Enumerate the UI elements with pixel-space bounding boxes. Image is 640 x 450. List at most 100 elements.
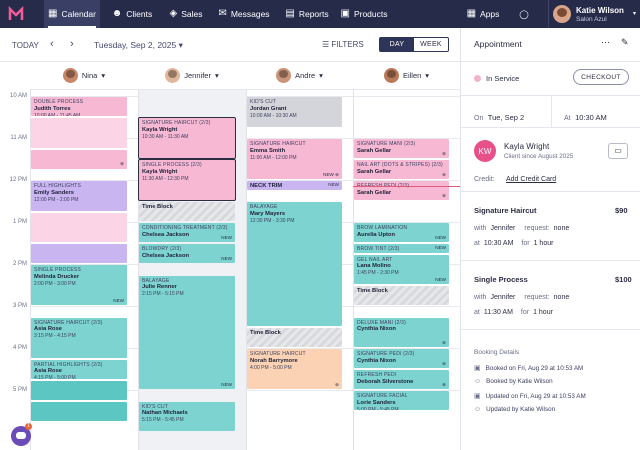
appointment-block[interactable]: SIGNATURE PEDI (2/3) Cynthia Nixon ⊛	[354, 349, 449, 369]
next-day-icon[interactable]: ›	[70, 38, 74, 50]
apps-icon: ▦	[466, 8, 477, 19]
add-credit-card-link[interactable]: Add Credit Card	[506, 176, 557, 183]
calendar-toolbar: TODAY ‹ › Tuesday, Sep 2, 2025 ▾ ☰ FILTE…	[0, 28, 460, 62]
staff-header[interactable]: Jennifer ▾	[138, 62, 246, 90]
appointment-block[interactable]: REFRESH PEDI Deborah Silverstone ⊛	[354, 370, 449, 390]
appointment-block[interactable]: SIGNATURE HAIRCUT Norah Barrymore 4:00 PM …	[247, 349, 342, 390]
nav-calendar[interactable]: ▦ Calendar	[44, 0, 100, 28]
appointment-time[interactable]: At 10:30 AM	[564, 107, 607, 125]
appointment-badge: ⊛	[442, 192, 446, 198]
app-logo-icon[interactable]	[8, 6, 24, 22]
appointment-block[interactable]: PARTIAL HIGHLIGHTS (2/3) Asia Rose 4:15 PM…	[31, 359, 127, 379]
appointment-block[interactable]: SINGLE PROCESS Melinda Drucker 2:00 PM - 3…	[31, 265, 127, 306]
appointment-block[interactable]: Time Block	[247, 328, 342, 348]
nav-sales[interactable]: ◈ Sales	[164, 0, 208, 28]
appointment-block[interactable]: NAIL ART (DOTS & STRIPES) (2/3) Sarah Gel…	[354, 160, 449, 180]
user-menu[interactable]: Katie Wilson Salon Azul ▾	[548, 0, 640, 28]
appointment-block[interactable]: SIGNATURE HAIRCUT (2/3) Kayla Wright 10:30…	[138, 117, 236, 160]
nav-apps[interactable]: ▦ Apps	[463, 0, 503, 28]
staff-header[interactable]: Eillen ▾	[353, 62, 460, 90]
date-picker[interactable]: Tuesday, Sep 2, 2025 ▾	[94, 40, 183, 51]
appointment-block[interactable]	[31, 401, 127, 421]
appointment-block[interactable]: SIGNATURE HAIRCUT Emma Smith 11:00 AM - 12…	[247, 139, 342, 180]
hour-label: 2 PM	[12, 261, 27, 268]
service-name: SIGNATURE FACIAL	[357, 393, 408, 400]
staff-name: Eillen	[402, 71, 422, 80]
appointment-block[interactable]: SIGNATURE HAIRCUT (2/3) Asia Rose 3:15 PM …	[31, 317, 127, 358]
staff-name: Jennifer	[184, 71, 211, 80]
service-name: Single Process	[474, 275, 528, 284]
appointment-block[interactable]: REFRESH PEDI (2/3)Sarah Gellar⊛	[354, 181, 449, 201]
tag-icon: ◈	[169, 8, 178, 19]
staff-avatar	[62, 68, 78, 83]
appointment-block[interactable]	[31, 244, 127, 264]
appointment-block[interactable]: SINGLE PROCESS (2/3) Kayla Wright 11:30 AM…	[138, 159, 236, 202]
chat-icon[interactable]: ◯	[519, 8, 529, 19]
appointment-block[interactable]: FULL HIGHLIGHTS Emily Sanders 12:00 PM - 2…	[31, 181, 127, 211]
client-name: Time Block	[142, 204, 173, 211]
appointment-block[interactable]	[31, 380, 127, 400]
appointment-block[interactable]: CONDITIONING TREATMENT (2/3) Chelsea Jack…	[139, 223, 235, 243]
time-range: 2:15 PM - 5:15 PM	[142, 291, 184, 298]
edit-pencil-icon[interactable]: ✎	[621, 37, 629, 47]
appointment-block[interactable]: DOUBLE PROCESS Judith Torres 10:00 AM - 11…	[31, 97, 127, 117]
appointment-block[interactable]: ⊛	[31, 149, 127, 169]
week-view-button[interactable]: WEEK	[420, 41, 442, 48]
service-item[interactable]: Signature Haircut $90 with Jennifer request:…	[461, 192, 640, 261]
prev-day-icon[interactable]: ‹	[50, 38, 54, 50]
appointment-block[interactable]: BROW LAMINATION Aurelia Upton NEW	[354, 223, 449, 243]
appointment-block[interactable]: GEL NAIL ART Lana Molino 1:45 PM - 2:30 PM…	[354, 254, 449, 285]
today-button[interactable]: TODAY	[12, 41, 39, 50]
client-name: Cynthia Nixon	[357, 326, 396, 333]
service-name: DELUXE MANI (2/3)	[357, 319, 406, 326]
client-name: Kayla Wright	[142, 126, 178, 133]
panel-title: Appointment	[474, 39, 522, 49]
appointment-block[interactable]: SIGNATURE MANI (2/3) Sarah Gellar ⊛	[354, 139, 449, 159]
time-range: 11:00 AM - 12:00 PM	[250, 154, 297, 161]
appointment-badge: ⊛	[442, 360, 446, 366]
appointment-block[interactable]	[31, 118, 127, 148]
nav-messages[interactable]: ✉ Messages	[214, 0, 274, 28]
appointment-block[interactable]: NECK TRIM NEW	[247, 181, 342, 190]
client-avatar[interactable]: KW	[474, 140, 496, 162]
appointment-block[interactable]: BALAYAGE Mary Mayers 12:30 PM - 3:30 PM	[247, 202, 342, 327]
appointment-block[interactable]: DELUXE MANI (2/3) Cynthia Nixon ⊛	[354, 317, 449, 348]
staff-column[interactable]	[353, 90, 460, 450]
service-name: SIGNATURE HAIRCUT	[250, 141, 306, 148]
chat-launcher-icon[interactable]	[11, 426, 31, 446]
appointment-date[interactable]: On Tue, Sep 2	[474, 107, 524, 125]
appointment-block[interactable]: KID'S CUT Jordan Grant 10:00 AM - 10:30 AM	[247, 97, 342, 127]
staff-header[interactable]: Andre ▾	[246, 62, 353, 90]
staff-column[interactable]	[246, 90, 353, 450]
appointment-block[interactable]	[31, 212, 127, 243]
appointment-block[interactable]: Time Block	[354, 286, 449, 306]
service-name: FULL HIGHLIGHTS	[34, 183, 81, 190]
day-view-button[interactable]: DAY	[380, 38, 414, 51]
booking-detail-text: Updated on Fri, Aug 29 at 10:53 AM	[485, 392, 586, 400]
service-name: REFRESH PEDI	[357, 372, 397, 379]
staff-column[interactable]	[30, 90, 138, 450]
appointment-block[interactable]: BLOWDRY (2/3) Chelsea Jackson NEW	[139, 244, 235, 264]
client-name[interactable]: Kayla Wright	[504, 142, 550, 151]
service-name: BALAYAGE	[250, 204, 278, 211]
booking-detail-row: ☺ Updated by Katie Wilson	[474, 406, 555, 413]
message-client-icon[interactable]: ▭	[608, 143, 628, 159]
nav-clients[interactable]: ☻ Clients	[107, 0, 157, 28]
status-row: In Service CHECKOUT	[461, 62, 640, 96]
filters-button[interactable]: ☰ FILTERS	[322, 40, 364, 49]
salon-name: Salon Azul	[576, 16, 607, 23]
nav-label: Products	[353, 9, 388, 19]
staff-header[interactable]: Nina ▾	[30, 62, 138, 90]
nav-products[interactable]: ▣ Products	[339, 0, 389, 28]
nav-reports[interactable]: ▤ Reports	[280, 0, 334, 28]
appointment-block[interactable]: BALAYAGE Julie Renner 2:15 PM - 5:15 PM NEW	[139, 275, 235, 390]
appointment-block[interactable]: KID'S CUT Nathan Michaels 5:15 PM - 5:45 P…	[139, 401, 235, 432]
user-name: Katie Wilson	[576, 6, 624, 15]
appointment-block[interactable]: SIGNATURE FACIAL Lorie Sanders 5:00 PM - 5…	[354, 391, 449, 411]
appointment-block[interactable]: Time Block	[139, 202, 235, 222]
more-options-icon[interactable]: ⋯	[601, 37, 610, 47]
checkout-button[interactable]: CHECKOUT	[573, 69, 629, 85]
service-item[interactable]: Single Process $100 with Jennifer request: no…	[461, 261, 640, 330]
booking-detail-text: Booked on Fri, Aug 29 at 10:53 AM	[485, 364, 584, 372]
